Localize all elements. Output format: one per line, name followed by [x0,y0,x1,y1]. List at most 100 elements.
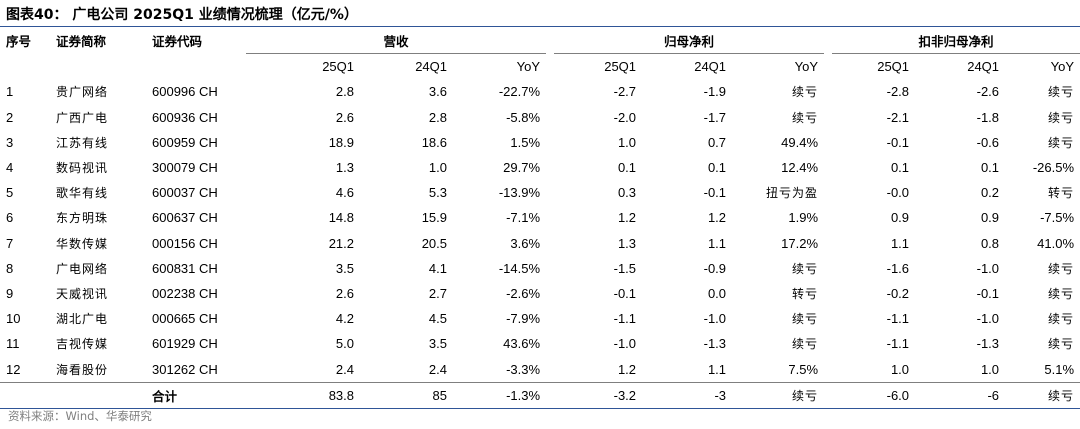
row-security-name: 华数传媒 [56,236,109,251]
subheader-cell: 25Q1 [322,59,354,75]
row-seq: 2 [6,109,14,125]
header-group-net-profit-ex: 扣非归母净利 [832,28,1080,55]
row-security-code: 601929 CH [152,336,218,352]
table-row: 8 广电网络 600831 CH 3.5 4.1 -14.5% -1.5 -0.9 续亏 -1.6… [0,256,1080,281]
row-value-cell: 1.3 [617,235,637,251]
row-value-cell: -1.7 [703,109,727,125]
row-value-cell: 5.3 [428,185,447,201]
row-value-cell: -2.6% [506,285,541,301]
row-value-cell: 续亏 [792,85,819,100]
subheader-cell: YoY [1050,59,1075,75]
row-value-cell: -1.0 [613,336,637,352]
row-value-cell: 1.2 [617,210,637,226]
row-value-cell: 1.9% [788,210,819,226]
row-value-cell: 2.8 [335,84,354,100]
row-value-cell: -1.0 [703,311,727,327]
row-value-cell: 1.1 [707,235,727,251]
total-cell: -1.3% [453,381,547,409]
row-value-cell: 2.7 [428,285,447,301]
total-cell: 续亏 [732,381,825,409]
subheader-cell: 25Q1 [604,59,637,75]
subheader-cell: 24Q1 [967,59,1000,75]
row-value-cell: 2.8 [428,109,447,125]
row-value-cell: 1.0 [980,361,1000,377]
row-security-code: 002238 CH [152,285,218,301]
subheader-cell: 25Q1 [877,59,910,75]
row-value-cell: -1.1 [886,336,910,352]
row-value-cell: 7.5% [788,361,819,377]
table-row: 4 数码视讯 300079 CH 1.3 1.0 29.7% 0.1 0.1 12.4% 0.1 0… [0,155,1080,180]
row-security-name: 歌华有线 [56,186,109,201]
row-value-cell: -1.3 [703,336,727,352]
row-seq: 5 [6,185,14,201]
results-table: 序号 证券简称 证券代码 营收 归母净利 扣非归母净利 25Q1 24Q1 Yo… [0,28,1080,409]
row-value-cell: 续亏 [1048,312,1075,327]
row-value-cell: -2.7 [613,84,637,100]
row-value-cell: -1.5 [613,260,637,276]
row-value-cell: 0.7 [707,134,727,150]
row-value-cell: 18.9 [328,134,354,150]
row-value-cell: 43.6% [503,336,541,352]
row-value-cell: 0.8 [980,235,1000,251]
row-security-name: 吉视传媒 [56,337,109,352]
row-value-cell: -0.0 [886,185,910,201]
row-value-cell: 4.5 [428,311,447,327]
row-value-cell: -2.1 [886,109,910,125]
table-row: 2 广西广电 600936 CH 2.6 2.8 -5.8% -2.0 -1.7 续亏 -2.1 -… [0,105,1080,130]
row-value-cell: -1.3 [976,336,1000,352]
row-value-cell: 1.1 [890,235,910,251]
row-value-cell: -1.0 [976,260,1000,276]
row-seq: 12 [6,361,21,377]
row-security-code: 600959 CH [152,134,218,150]
row-value-cell: 0.9 [890,210,910,226]
row-value-cell: -0.9 [703,260,727,276]
header-row-group: 序号 证券简称 证券代码 营收 归母净利 扣非归母净利 [0,28,1080,55]
row-security-name: 海看股份 [56,362,109,377]
row-security-name: 江苏有线 [56,135,109,150]
row-seq: 9 [6,285,14,301]
row-value-cell: 4.2 [335,311,354,327]
header-group-revenue: 营收 [246,28,547,55]
row-value-cell: 29.7% [503,160,541,176]
row-value-cell: -2.0 [613,109,637,125]
row-value-cell: 1.0 [617,134,637,150]
row-value-cell: -2.8 [886,84,910,100]
row-value-cell: -14.5% [498,260,541,276]
row-value-cell: -7.9% [506,311,541,327]
row-security-name: 贵广网络 [56,85,109,100]
table-row: 7 华数传媒 000156 CH 21.2 20.5 3.6% 1.3 1.1 17.2% 1.1… [0,231,1080,256]
row-value-cell: 0.9 [980,210,1000,226]
row-value-cell: 0.1 [617,160,637,176]
row-value-cell: 17.2% [781,235,819,251]
row-value-cell: 转亏 [792,286,819,301]
total-label: 合计 [146,381,246,409]
row-value-cell: -1.1 [886,311,910,327]
row-value-cell: 14.8 [328,210,354,226]
row-security-code: 000156 CH [152,235,218,251]
row-value-cell: 2.6 [335,285,354,301]
row-security-code: 600936 CH [152,109,218,125]
row-value-cell: 3.6 [428,84,447,100]
row-seq: 7 [6,235,14,251]
row-value-cell: 1.0 [428,160,447,176]
title-bar: 图表40： 广电公司 2025Q1 业绩情况梳理（亿元/%） [0,0,1080,27]
header-seq: 序号 [6,34,32,50]
total-cell: 85 [360,381,453,409]
row-seq: 10 [6,311,21,327]
row-value-cell: 5.1% [1044,361,1075,377]
row-value-cell: 21.2 [328,235,354,251]
row-value-cell: -7.5% [1040,210,1075,226]
row-security-code: 600831 CH [152,260,218,276]
row-value-cell: 1.2 [617,361,637,377]
row-value-cell: -3.3% [506,361,541,377]
row-value-cell: 18.6 [421,134,447,150]
row-value-cell: 0.1 [707,160,727,176]
row-value-cell: -5.8% [506,109,541,125]
row-value-cell: 5.0 [335,336,354,352]
row-security-name: 广电网络 [56,261,109,276]
row-value-cell: 4.6 [335,185,354,201]
row-value-cell: 1.1 [707,361,727,377]
row-value-cell: 续亏 [1048,337,1075,352]
table-row: 9 天威视讯 002238 CH 2.6 2.7 -2.6% -0.1 0.0 转亏 -0.2 -0… [0,281,1080,306]
table-row: 10 湖北广电 000665 CH 4.2 4.5 -7.9% -1.1 -1.0 续亏 -1.1… [0,306,1080,331]
